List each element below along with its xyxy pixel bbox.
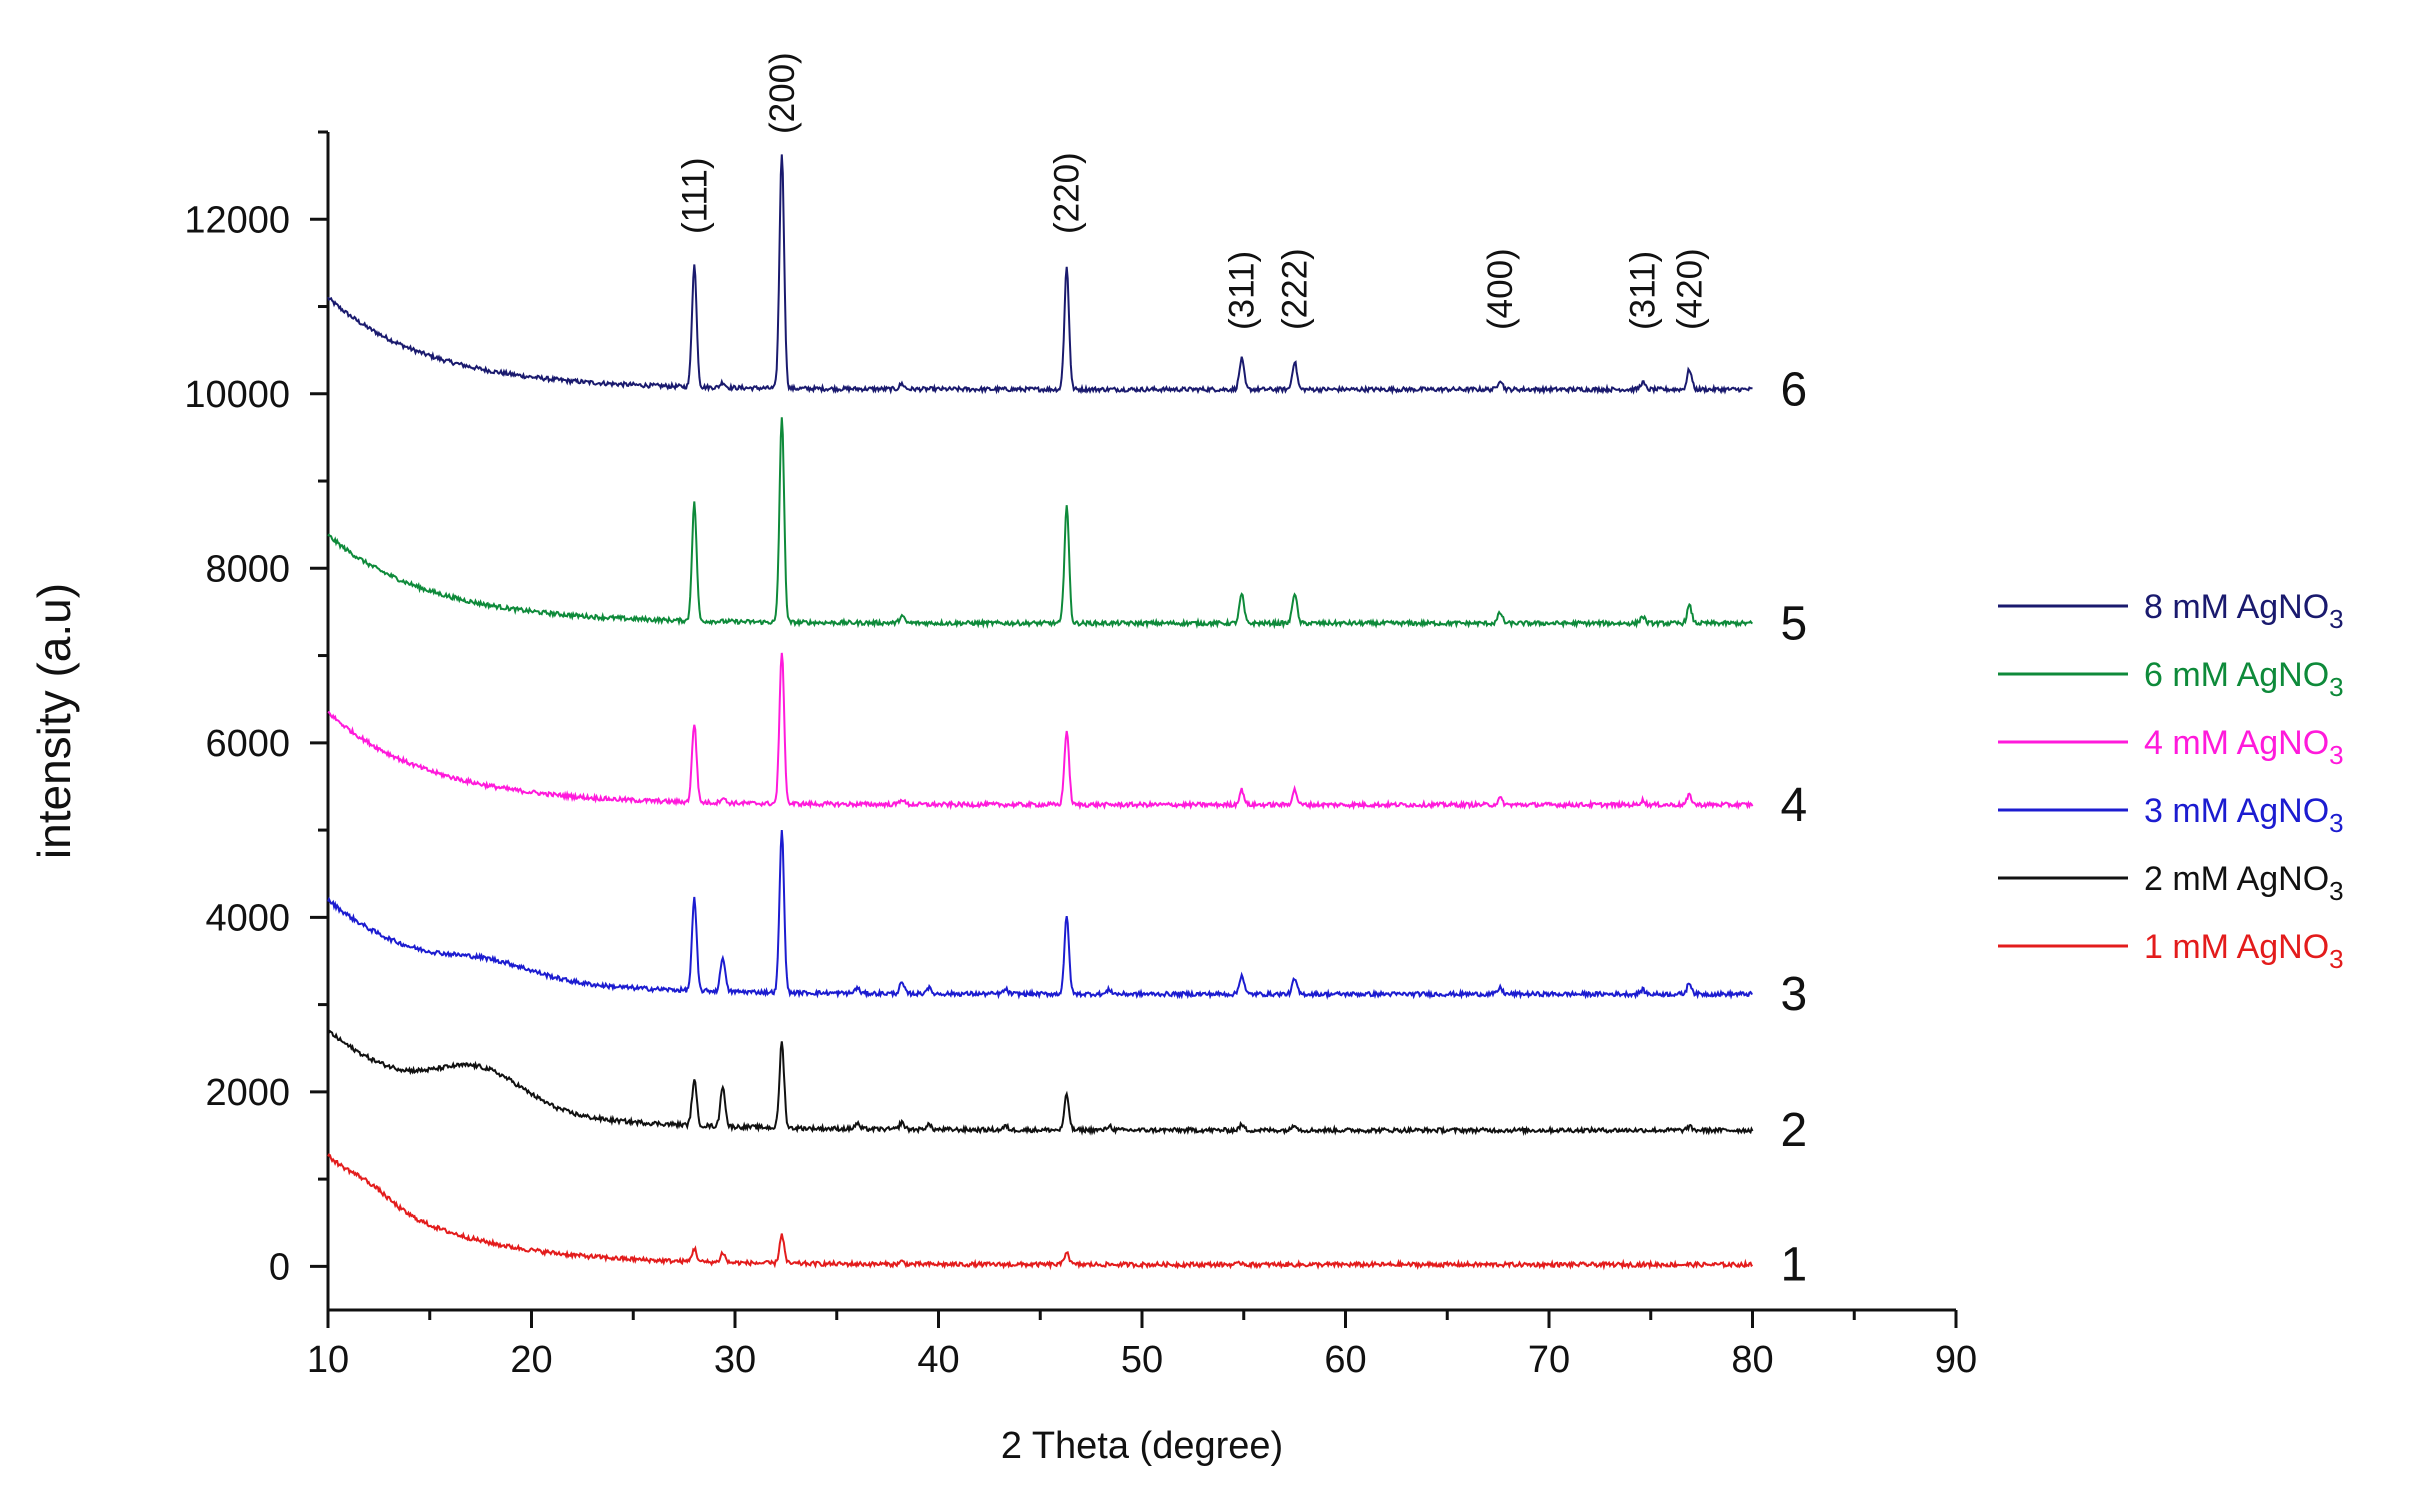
series-line-5: [327, 1029, 1754, 1137]
legend-label: 3 mM AgNO3: [2144, 792, 2344, 838]
x-tick-label: 90: [1935, 1339, 1977, 1381]
series-line-1: [327, 154, 1753, 396]
x-tick-label: 50: [1121, 1339, 1163, 1381]
x-axis-title: 2 Theta (degree): [1001, 1425, 1283, 1467]
peak-label: (420): [1670, 248, 1709, 330]
legend-label: 8 mM AgNO3: [2144, 588, 2344, 634]
peak-label: (400): [1481, 248, 1520, 330]
legend-label: 2 mM AgNO3: [2144, 860, 2344, 906]
y-tick-label: 2000: [205, 1072, 290, 1114]
series-line-4: [327, 830, 1753, 1000]
x-tick-label: 10: [307, 1339, 349, 1381]
y-tick-label: 6000: [205, 723, 290, 765]
y-tick-label: 0: [269, 1246, 290, 1288]
peak-label: (311): [1624, 251, 1663, 330]
curve-label: 5: [1781, 597, 1808, 650]
x-tick-label: 40: [917, 1339, 959, 1381]
curve-label: 6: [1781, 363, 1808, 416]
curve-label: 1: [1781, 1239, 1808, 1292]
peak-label: (311): [1223, 251, 1262, 330]
y-tick-label: 12000: [184, 199, 290, 241]
y-axis-title: intensity (a.u): [28, 583, 80, 859]
y-tick-label: 8000: [205, 548, 290, 590]
legend-label: 1 mM AgNO3: [2144, 928, 2344, 974]
x-tick-label: 20: [510, 1339, 552, 1381]
curve-label: 2: [1781, 1104, 1808, 1157]
peak-label: (222): [1276, 248, 1315, 330]
series-line-3: [327, 652, 1754, 811]
curve-label: 4: [1781, 779, 1808, 832]
peak-label: (111): [675, 157, 714, 234]
series-line-2: [327, 417, 1753, 630]
curve-label: 3: [1781, 968, 1808, 1021]
series-line-6: [327, 1153, 1754, 1271]
legend-label: 4 mM AgNO3: [2144, 724, 2344, 770]
x-tick-label: 80: [1731, 1339, 1773, 1381]
peak-label: (200): [763, 52, 802, 134]
labels-layer: 6 5 4 3 2 1 (111) (200) (220) (311) (222) (400) (311…: [675, 52, 1807, 1291]
peak-label: (220): [1048, 152, 1087, 234]
legend: 8 mM AgNO3 6 mM AgNO3 4 mM AgNO3 3 mM AgNO3…: [1998, 588, 2344, 974]
y-tick-label: 4000: [205, 897, 290, 939]
y-tick-label: 10000: [184, 374, 290, 416]
legend-label: 6 mM AgNO3: [2144, 656, 2344, 702]
x-tick-label: 30: [714, 1339, 756, 1381]
series-layer: [327, 154, 1754, 1271]
axes: 10 20 30 40 50 60 70 80 90 0 2000 4000 6000 8000 10000…: [28, 130, 1977, 1467]
x-tick-label: 60: [1324, 1339, 1366, 1381]
x-tick-label: 70: [1528, 1339, 1570, 1381]
